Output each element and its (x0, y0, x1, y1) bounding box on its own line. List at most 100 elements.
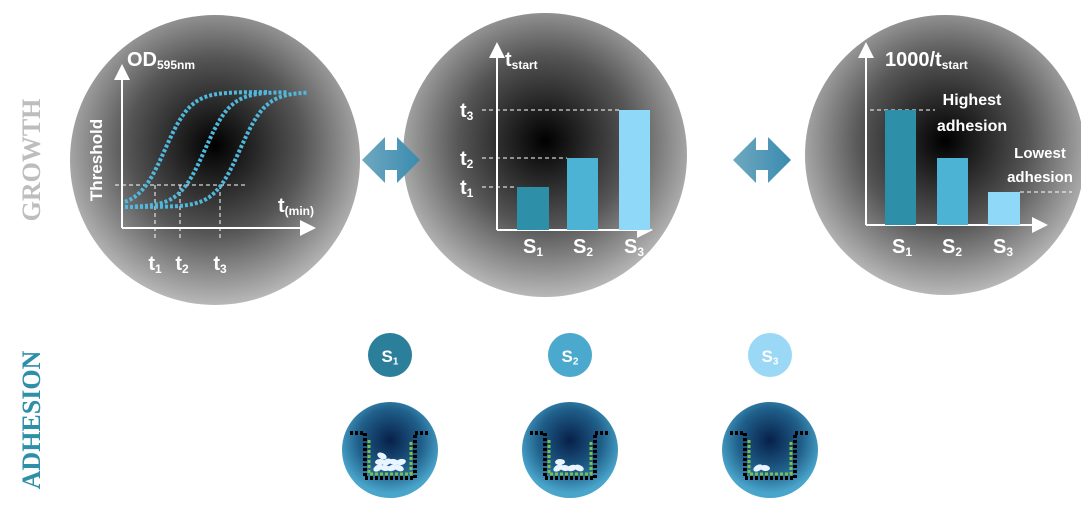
well-circle (342, 402, 438, 498)
label: Lowest (1014, 145, 1066, 162)
base: S (573, 236, 586, 258)
bars (517, 110, 1020, 230)
double-arrow (362, 137, 420, 183)
well-outline (730, 431, 810, 480)
subscript: 3 (1006, 245, 1013, 259)
subscript: start (942, 58, 968, 72)
subscript: 1 (155, 262, 162, 276)
bacterium (373, 464, 383, 472)
label: S3 (993, 236, 1013, 259)
growth-curve (124, 90, 269, 204)
base: S (624, 236, 637, 258)
label: t1 (148, 253, 162, 276)
base: t (213, 253, 220, 275)
subscript: 3 (773, 357, 779, 368)
label: t1 (460, 177, 474, 200)
bar (988, 192, 1020, 225)
subscript: 2 (467, 157, 474, 171)
subscript: 595nm (157, 58, 195, 72)
panel-circle (403, 13, 687, 297)
strain-label: S1 (382, 347, 399, 368)
subscript: 3 (637, 245, 644, 259)
base: 1000/t (885, 49, 942, 71)
bacterium (555, 458, 565, 466)
base: t (460, 100, 467, 122)
base: t (505, 49, 512, 71)
base: S (562, 347, 573, 366)
strain-label: S3 (762, 347, 779, 368)
base: t (460, 148, 467, 170)
subscript: 2 (586, 245, 593, 259)
label: tstart (505, 49, 538, 72)
bacterium (553, 464, 563, 472)
strain-label: S2 (562, 347, 579, 368)
label: Threshold (87, 119, 106, 201)
base: OD (127, 49, 157, 71)
bar (517, 187, 549, 230)
subscript: 1 (393, 357, 399, 368)
bacterium (574, 464, 584, 472)
subscript: (min) (285, 204, 314, 218)
label: 1000/tstart (885, 49, 968, 72)
label: t(min) (278, 195, 314, 218)
growth-curve (134, 90, 288, 209)
base: t (175, 253, 182, 275)
subscript: 1 (905, 245, 912, 259)
base: S (942, 236, 955, 258)
bar (619, 110, 650, 230)
bacterium (396, 458, 406, 466)
subscript: 1 (467, 186, 474, 200)
strain-badge (748, 333, 792, 377)
bar (885, 110, 916, 225)
label: S1 (892, 236, 912, 259)
well-circle (522, 402, 618, 498)
wells (342, 333, 818, 498)
label: S3 (624, 236, 644, 259)
growth-curves (124, 90, 309, 209)
label: S2 (942, 236, 962, 259)
subscript: 3 (220, 262, 227, 276)
label: t2 (175, 253, 189, 276)
subscript: 1 (536, 245, 543, 259)
subscript: 2 (955, 245, 962, 259)
bacterium (394, 464, 404, 472)
growth-curve (125, 90, 309, 209)
well-outline (530, 431, 610, 480)
subscript: 2 (573, 357, 579, 368)
double-arrow (733, 137, 791, 183)
base: t (148, 253, 155, 275)
bar (937, 158, 968, 225)
biofilm (747, 440, 793, 476)
strain-badge (368, 333, 412, 377)
label: GROWTH (17, 99, 46, 222)
label: t3 (213, 253, 227, 276)
base: t (460, 177, 467, 199)
label: OD595nm (127, 49, 195, 72)
panel-circle (70, 15, 360, 305)
base: S (993, 236, 1006, 258)
subscript: start (512, 58, 538, 72)
bar (567, 158, 598, 230)
label: t3 (460, 100, 474, 123)
label: S2 (573, 236, 593, 259)
label: ADHESION (17, 350, 46, 489)
well-circle (722, 402, 818, 498)
well-outline (350, 431, 430, 480)
base: S (523, 236, 536, 258)
bacterium (377, 452, 387, 460)
base: t (278, 195, 285, 217)
bacterium (382, 458, 392, 466)
biofilm (547, 440, 593, 476)
base: S (382, 347, 393, 366)
subscript: 2 (182, 262, 189, 276)
label: S1 (523, 236, 543, 259)
base: S (762, 347, 773, 366)
base: S (892, 236, 905, 258)
bacterium (760, 464, 770, 472)
biofilm (367, 440, 413, 476)
label: t2 (460, 148, 474, 171)
subscript: 3 (467, 109, 474, 123)
label: adhesion (1007, 169, 1073, 186)
